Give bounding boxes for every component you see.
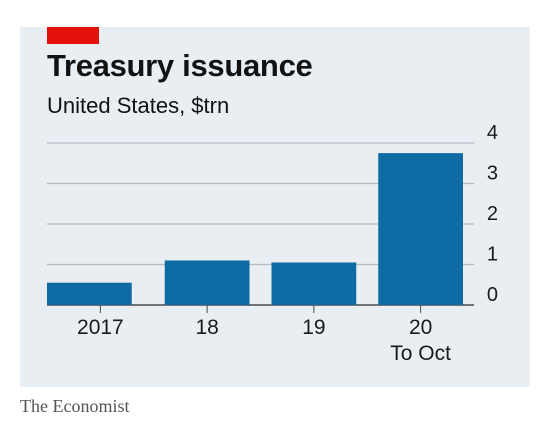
brand-tag [47, 27, 99, 44]
x-tick-label: To Oct [390, 342, 451, 365]
y-tick-label: 3 [487, 163, 498, 185]
y-tick-label: 1 [487, 244, 498, 266]
x-tick-label: 20 [409, 316, 432, 339]
x-tick-labels: 2017 18 19 20 To Oct [77, 305, 451, 365]
y-tick-label: 4 [487, 122, 498, 144]
x-tick-label: 19 [302, 316, 325, 339]
y-tick-label: 0 [487, 284, 498, 306]
chart-subtitle: United States, $trn [47, 93, 230, 118]
bar [378, 153, 463, 305]
y-tick-label: 2 [487, 203, 498, 225]
bar [47, 282, 132, 305]
bar [164, 260, 250, 305]
chart-title: Treasury issuance [47, 48, 313, 83]
bar [271, 262, 357, 305]
source-credit: The Economist [20, 396, 130, 416]
y-tick-labels: 0 1 2 3 4 [487, 122, 498, 306]
x-tick-label: 18 [195, 316, 218, 339]
bars [47, 153, 463, 305]
x-tick-label: 2017 [77, 316, 124, 339]
